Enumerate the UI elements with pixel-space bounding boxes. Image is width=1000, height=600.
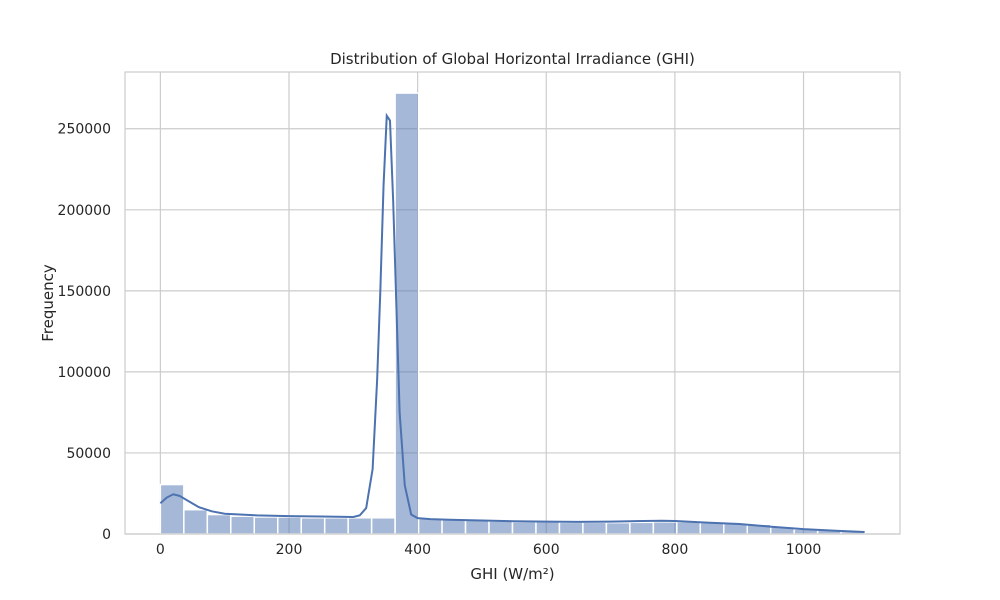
y-tick-label: 0	[102, 527, 111, 543]
y-tick-labels: 0 50000 100000 150000 200000 250000	[58, 122, 111, 543]
histogram-bar	[230, 515, 256, 535]
histogram-bar	[347, 517, 373, 535]
histogram-bar	[464, 519, 490, 535]
histogram-bar	[183, 508, 209, 535]
histogram-bar	[582, 521, 608, 535]
histogram-bar	[159, 483, 185, 535]
y-axis-title: Frequency	[39, 264, 57, 342]
y-tick-label: 250000	[58, 122, 111, 138]
x-axis-title: GHI (W/m²)	[470, 565, 554, 583]
histogram-bar	[323, 517, 349, 535]
histogram-bar	[253, 516, 279, 535]
histogram-bar	[652, 521, 678, 535]
histogram-bar	[206, 513, 232, 535]
histogram-bar	[417, 517, 443, 535]
y-tick-label: 100000	[58, 365, 111, 381]
histogram-bar	[558, 521, 584, 535]
histogram-bar	[535, 521, 561, 535]
x-tick-label: 600	[533, 542, 560, 558]
plot-frame	[124, 71, 901, 535]
y-tick-label: 200000	[58, 203, 111, 219]
kde-line	[159, 112, 865, 534]
x-tick-label: 0	[156, 542, 165, 558]
chart-title: Distribution of Global Horizontal Irradi…	[330, 50, 695, 68]
histogram-bars	[159, 92, 866, 535]
histogram-bar	[370, 517, 396, 535]
histogram-bar	[441, 518, 467, 535]
x-tick-label: 200	[276, 542, 303, 558]
histogram-bar	[605, 521, 631, 535]
histogram-bar	[300, 517, 326, 535]
x-tick-label: 800	[662, 542, 689, 558]
histogram-bar	[488, 520, 514, 535]
histogram-bar	[276, 516, 302, 535]
histogram-bar	[629, 521, 655, 535]
y-tick-label: 50000	[66, 446, 111, 462]
x-tick-labels: 0 200 400 600 800 1000	[156, 542, 821, 558]
histogram-bar	[394, 92, 420, 535]
x-tick-label: 400	[404, 542, 431, 558]
histogram-bar	[699, 521, 725, 535]
x-tick-label: 1000	[786, 542, 822, 558]
grid	[125, 72, 900, 535]
histogram-bar	[511, 521, 537, 535]
histogram-bar	[676, 521, 702, 535]
y-tick-label: 150000	[58, 284, 111, 300]
